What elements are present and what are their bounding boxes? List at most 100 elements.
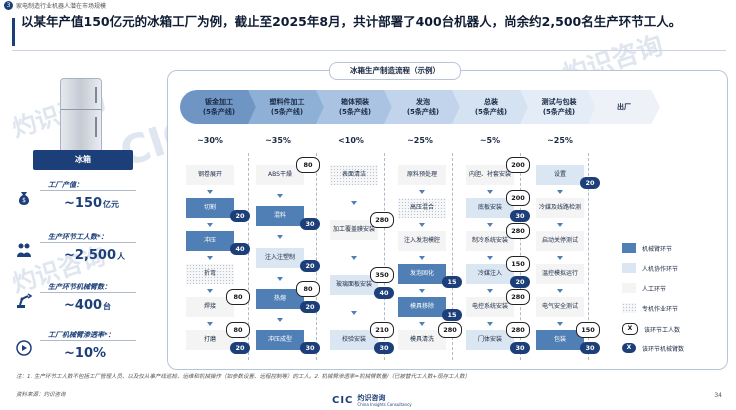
process-step: 高压混合 xyxy=(398,198,446,218)
stat-number: ~400 xyxy=(64,298,103,313)
process-step: 混料 xyxy=(256,206,304,226)
process-step: 温控模拟运行 xyxy=(536,264,584,284)
stage-lines: (5条产线) xyxy=(406,108,440,116)
robot-arm-count-badge: 40 xyxy=(374,287,394,299)
flow-arrow-icon xyxy=(487,256,493,260)
worker-count-badge: 200 xyxy=(506,157,530,173)
workers-icon xyxy=(14,240,34,260)
stage-4: 发泡 (5条产线) xyxy=(384,90,462,124)
process-step: 表面清洁 xyxy=(330,165,378,185)
process-step: 原料预处理 xyxy=(398,165,446,185)
flow-arrow-icon xyxy=(557,223,563,227)
process-step: 冷媒注入 xyxy=(466,264,514,284)
stage-penetration: ~5% xyxy=(479,136,501,145)
footer-logo: CIC 灼识咨询 China Insights Consultancy xyxy=(332,394,412,407)
legend-item: 人机协作环节 xyxy=(622,263,678,273)
flow-arrow-icon xyxy=(487,223,493,227)
stage-name: 出厂 xyxy=(617,103,631,111)
flow-arrow-icon xyxy=(207,190,213,194)
flow-arrow-icon xyxy=(277,235,283,239)
legend-item: X 该环节机械臂数 xyxy=(622,343,684,353)
robot-arm-count-badge: 20 xyxy=(580,177,600,189)
process-step: 底板安装 xyxy=(466,198,514,218)
stat-number: ~2,500 xyxy=(64,248,117,263)
flow-arrow-icon xyxy=(277,194,283,198)
legend-label: 该环节工人数 xyxy=(644,326,681,334)
stat-value: ~400台 xyxy=(64,298,111,313)
process-step: 打磨 xyxy=(186,330,234,350)
section-tag: 3 家电制造行业机器人潜在市场规模 xyxy=(4,1,106,10)
stage-lines: (5条产线) xyxy=(202,108,236,116)
legend-item: 机械臂环节 xyxy=(622,243,672,253)
legend-label: 专机作业环节 xyxy=(642,305,679,313)
money-bag-icon: $ xyxy=(14,188,34,208)
product-label: 冰箱 xyxy=(33,150,133,170)
robot-arm-count-badge: 20 xyxy=(300,301,320,313)
stat-number: ~150 xyxy=(64,196,103,211)
worker-count-badge: 80 xyxy=(226,289,250,305)
process-step: 注入注塑制 xyxy=(256,248,304,268)
headline-accent-bar xyxy=(12,18,15,46)
process-step: 切割 xyxy=(186,198,234,218)
legend-label: 机械臂环节 xyxy=(642,245,673,253)
flow-arrow-icon xyxy=(419,223,425,227)
footnote: 注：1. 生产环节工人数不包括工厂管理人员、以及仅从事产线巡检、运维和机械操作（… xyxy=(16,374,471,380)
process-step: 折弯 xyxy=(186,264,234,284)
stat-value: ~2,500人 xyxy=(64,248,125,263)
svg-text:$: $ xyxy=(22,197,26,204)
stat-unit: 台 xyxy=(103,302,112,311)
stage-lines: (5条产线) xyxy=(338,108,372,116)
process-step: 焊接 xyxy=(186,297,234,317)
robot-arm-count-badge: 20 xyxy=(230,210,250,222)
stat-value: ~150亿元 xyxy=(64,196,119,211)
headline: 以某年产值150亿元的冰箱工厂为例，截止至2025年8月，共计部署了400台机器… xyxy=(21,14,682,29)
legend-badge: X xyxy=(622,343,636,353)
worker-count-badge: 280 xyxy=(506,322,530,338)
flow-arrow-icon xyxy=(351,256,357,260)
flow-arrow-icon xyxy=(207,322,213,326)
process-step: 冷媒及线路检测 xyxy=(536,198,584,218)
flow-arrow-icon xyxy=(207,256,213,260)
process-step: 发泡固化 xyxy=(398,264,446,284)
process-step: 制冷系统安装 xyxy=(466,231,514,251)
flow-arrow-icon xyxy=(351,201,357,205)
legend-item: X 该环节工人数 xyxy=(622,323,680,335)
column-divider xyxy=(248,153,249,360)
column-divider xyxy=(316,153,317,360)
legend-item: 人工环节 xyxy=(622,283,666,293)
stage-penetration: ~25% xyxy=(547,136,573,145)
process-step: 模具移除 xyxy=(398,297,446,317)
flow-arrow-icon xyxy=(557,322,563,326)
worker-count-badge: 210 xyxy=(370,322,394,338)
worker-count-badge: 80 xyxy=(296,281,320,297)
stat-unit: 人 xyxy=(117,252,126,261)
stage-7: 出厂 xyxy=(588,90,660,124)
stat-divider xyxy=(40,340,136,341)
process-step: 门体安装 xyxy=(466,330,514,350)
legend-label: 该环节机械臂数 xyxy=(642,345,685,353)
stage-penetration: ~35% xyxy=(265,136,291,145)
process-step: 加工覆盖膜安装 xyxy=(330,220,378,240)
legend-label: 人工环节 xyxy=(642,285,667,293)
process-step: 启动关停测试 xyxy=(536,231,584,251)
flow-arrow-icon xyxy=(419,289,425,293)
process-step: 电控系统安装 xyxy=(466,297,514,317)
legend-swatch xyxy=(622,263,636,273)
stage-name: 钣金加工 xyxy=(205,98,233,106)
process-step: 冲压 xyxy=(186,231,234,251)
robot-arm-count-badge: 30 xyxy=(374,342,394,354)
stat-label: 生产环节工人数*： xyxy=(48,233,108,241)
stat-divider xyxy=(40,190,136,191)
flow-arrow-icon xyxy=(419,322,425,326)
flow-arrow-icon xyxy=(557,289,563,293)
column-divider xyxy=(588,153,589,360)
stage-name: 发泡 xyxy=(416,98,430,106)
stat-divider xyxy=(40,242,136,243)
worker-count-badge: 280 xyxy=(506,223,530,239)
process-panel-title: 冰箱生产制造流程（示例） xyxy=(329,62,461,80)
stage-name: 总装 xyxy=(484,98,498,106)
robot-arm-count-badge: 30 xyxy=(300,218,320,230)
process-step: 冲压成型 xyxy=(256,330,304,350)
legend-badge: X xyxy=(622,323,638,335)
flow-arrow-icon xyxy=(277,318,283,322)
